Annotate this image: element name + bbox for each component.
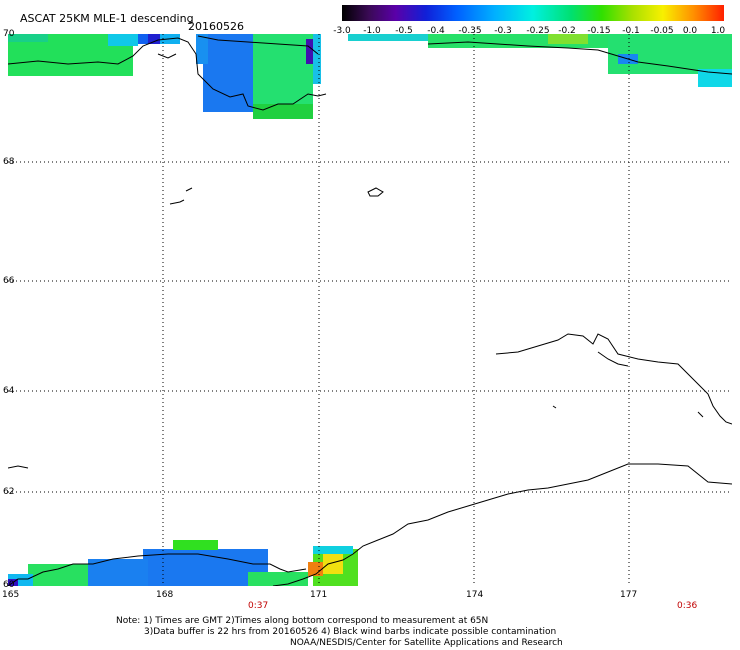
coastline [8, 35, 732, 586]
note-line-1: Note: 1) Times are GMT 2)Times along bot… [116, 616, 489, 626]
lat-label: 60 [3, 580, 15, 590]
lon-label: 171 [310, 590, 328, 600]
product-title: ASCAT 25KM MLE-1 descending [20, 12, 194, 25]
lat-label: 66 [3, 276, 15, 286]
swath-top-middle [196, 34, 321, 119]
note-line-3: NOAA/NESDIS/Center for Satellite Applica… [290, 638, 563, 648]
map-canvas [8, 34, 732, 586]
legend-tick: -0.25 [526, 26, 550, 36]
lon-label: 177 [620, 590, 638, 600]
lat-label: 64 [3, 386, 15, 396]
legend-tick: -0.15 [587, 26, 611, 36]
lat-label: 68 [3, 157, 15, 167]
legend-tick: -0.2 [558, 26, 576, 36]
legend-tick: -1.0 [363, 26, 381, 36]
lon-label: 165 [2, 590, 20, 600]
lon-label: 168 [156, 590, 174, 600]
swath-top-left [8, 34, 180, 76]
color-legend-bar [342, 5, 724, 21]
lat-label: 62 [3, 487, 15, 497]
swath-bottom [8, 540, 358, 586]
legend-tick: 0.0 [682, 26, 698, 36]
legend-tick: -0.3 [494, 26, 512, 36]
swath-top-right [348, 34, 732, 87]
graticule [8, 34, 732, 586]
note-line-2: 3)Data buffer is 22 hrs from 20160526 4)… [144, 627, 557, 637]
legend-tick: -0.1 [622, 26, 640, 36]
time-label: 0:36 [677, 601, 698, 611]
legend-tick: -0.5 [395, 26, 413, 36]
time-label: 0:37 [248, 601, 269, 611]
lat-label: 70 [3, 29, 15, 39]
legend-tick: -0.4 [427, 26, 445, 36]
legend-tick: 1.0 [710, 26, 726, 36]
legend-tick: -0.05 [650, 26, 674, 36]
legend-tick: -3.0 [333, 26, 351, 36]
product-date: 20160526 [188, 20, 244, 33]
legend-tick: -0.35 [458, 26, 482, 36]
lon-label: 174 [466, 590, 484, 600]
